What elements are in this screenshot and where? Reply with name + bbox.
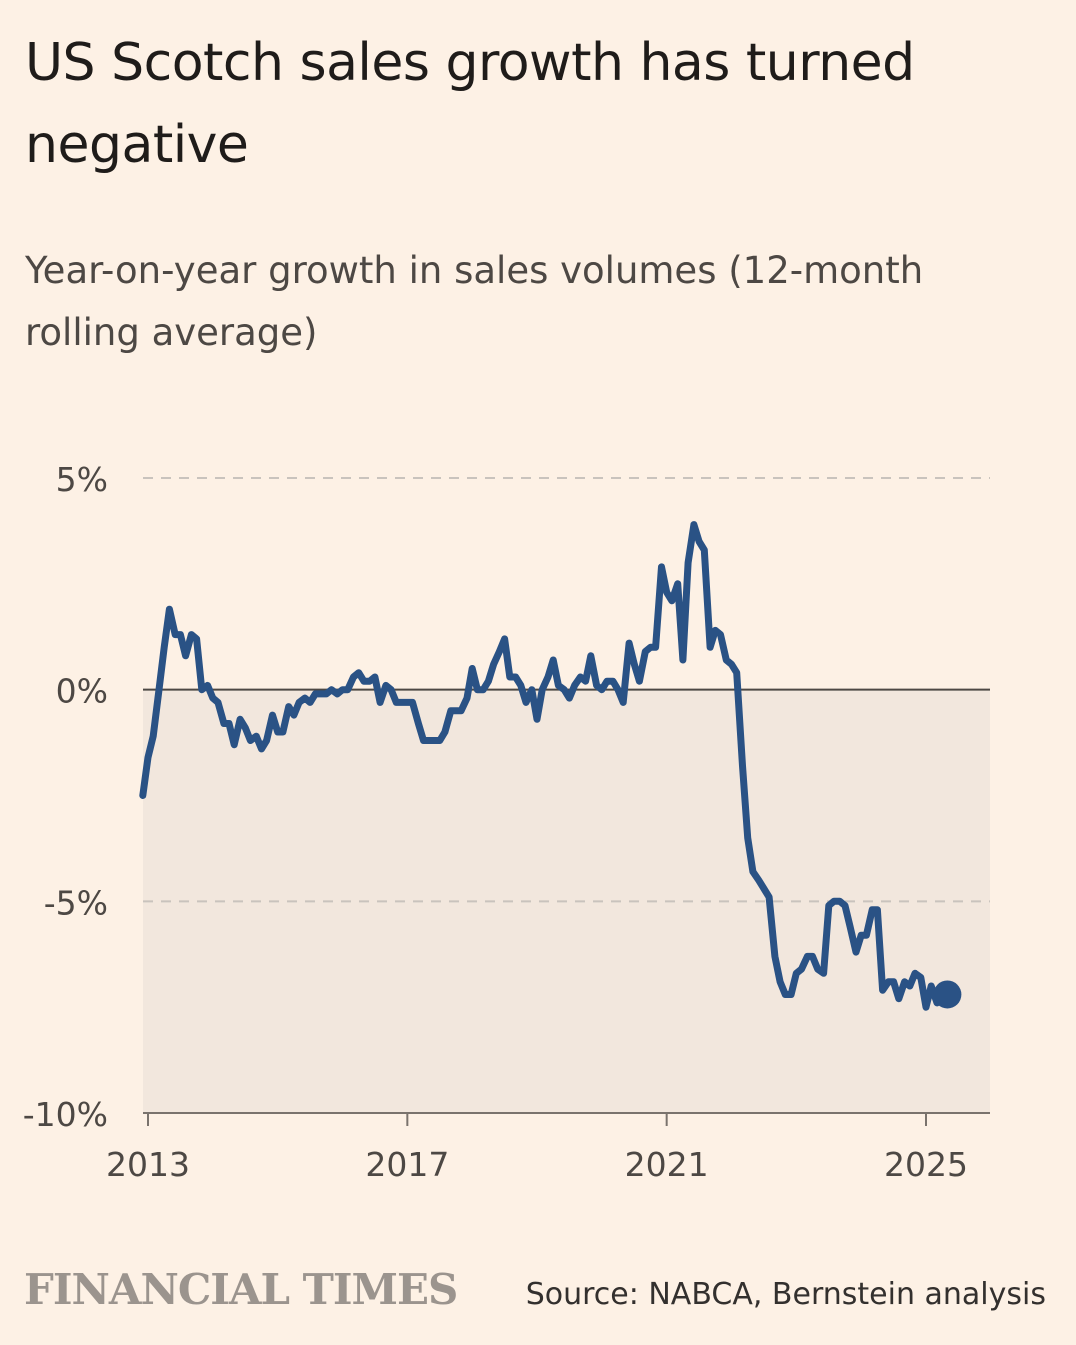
y-tick-label: 5% — [56, 460, 108, 499]
source-note: Source: NABCA, Bernstein analysis — [525, 1277, 1046, 1312]
y-tick-label: 0% — [56, 672, 108, 711]
y-tick-label: -5% — [44, 883, 108, 922]
ft-logo: FINANCIAL TIMES — [24, 1265, 458, 1314]
x-tick-label: 2013 — [106, 1145, 190, 1184]
x-axis: 2013 2017 2021 2025 — [106, 1113, 968, 1184]
y-axis: 5% 0% -5% -10% — [23, 460, 990, 1134]
x-tick-label: 2025 — [884, 1145, 968, 1184]
series-layer — [139, 521, 962, 1011]
series-end-marker — [933, 980, 962, 1009]
chart-title: US Scotch sales growth has turned negati… — [25, 33, 915, 175]
x-tick-label: 2017 — [365, 1145, 449, 1184]
y-tick-label: -10% — [23, 1095, 108, 1134]
line-chart: 5% 0% -5% -10% 2013 2017 2021 2025 — [23, 460, 990, 1184]
x-tick-label: 2021 — [625, 1145, 709, 1184]
chart-subtitle: Year-on-year growth in sales volumes (12… — [25, 249, 924, 354]
series-line-growth — [139, 521, 951, 1011]
